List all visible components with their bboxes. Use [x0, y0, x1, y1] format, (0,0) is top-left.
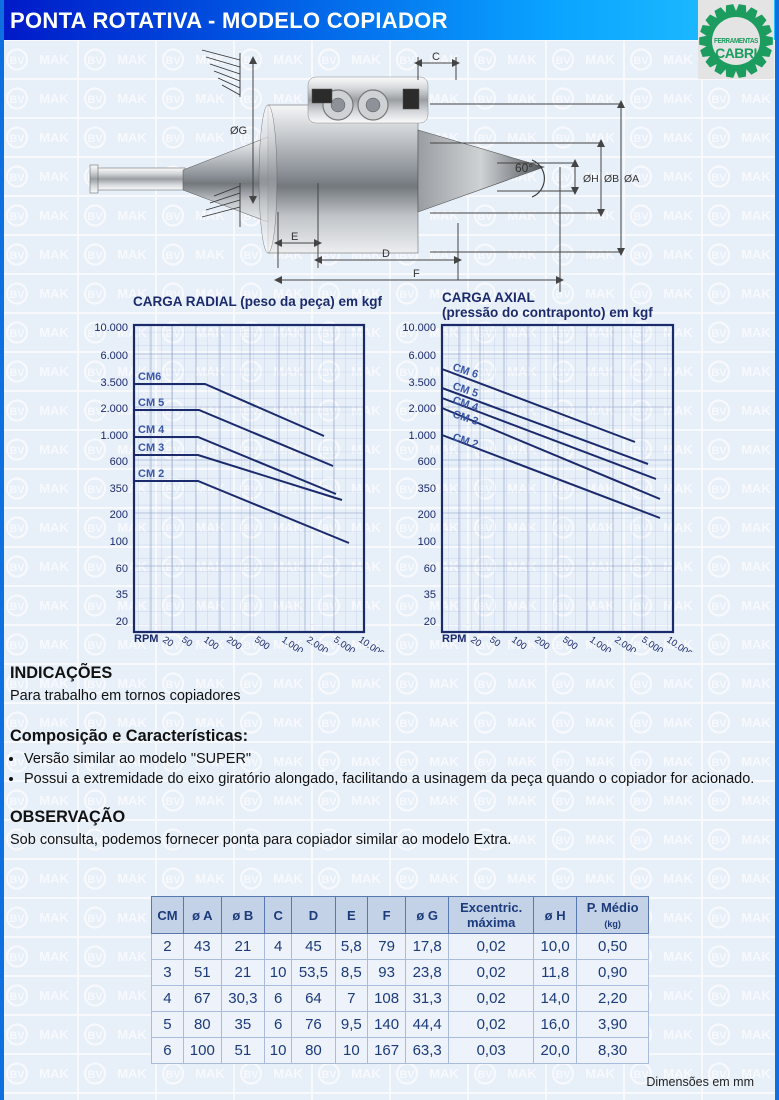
svg-text:60: 60: [424, 563, 436, 575]
svg-text:ØB: ØB: [604, 173, 619, 185]
svg-text:100: 100: [509, 634, 528, 652]
svg-text:1.000: 1.000: [100, 430, 128, 442]
svg-text:1.000: 1.000: [408, 430, 436, 442]
svg-text:200: 200: [532, 634, 551, 652]
svg-text:350: 350: [110, 483, 128, 495]
svg-text:10.000: 10.000: [94, 322, 128, 334]
svg-text:20: 20: [160, 634, 175, 649]
svg-text:100: 100: [201, 634, 220, 652]
svg-text:CM 5: CM 5: [138, 397, 164, 409]
svg-text:35: 35: [116, 589, 128, 601]
svg-text:20: 20: [468, 634, 483, 649]
svg-text:CM 3: CM 3: [138, 442, 164, 454]
svg-text:CM6: CM6: [138, 371, 161, 383]
svg-text:C: C: [432, 51, 440, 63]
svg-text:5.000: 5.000: [331, 634, 357, 652]
svg-text:100: 100: [110, 536, 128, 548]
svg-text:E: E: [291, 231, 298, 243]
svg-text:F: F: [413, 268, 420, 280]
svg-text:D: D: [382, 248, 390, 260]
svg-text:600: 600: [418, 456, 436, 468]
svg-text:200: 200: [418, 509, 436, 521]
svg-text:1.000: 1.000: [587, 634, 613, 652]
svg-text:CM 2: CM 2: [138, 468, 164, 480]
svg-text:6.000: 6.000: [408, 350, 436, 362]
svg-text:500: 500: [252, 634, 271, 652]
svg-text:3.500: 3.500: [100, 377, 128, 389]
svg-text:(pressão do contraponto) em kg: (pressão do contraponto) em kgf: [442, 305, 653, 320]
svg-text:RPM: RPM: [134, 633, 158, 645]
svg-text:50: 50: [487, 634, 502, 649]
svg-text:20: 20: [424, 616, 436, 628]
svg-text:2.000: 2.000: [100, 403, 128, 415]
svg-text:ØA: ØA: [624, 173, 639, 185]
svg-text:2.000: 2.000: [612, 634, 638, 652]
svg-text:5.000: 5.000: [639, 634, 665, 652]
svg-text:200: 200: [224, 634, 243, 652]
svg-text:RPM: RPM: [442, 633, 466, 645]
svg-text:100: 100: [418, 536, 436, 548]
svg-text:6.000: 6.000: [100, 350, 128, 362]
svg-text:3.500: 3.500: [408, 377, 436, 389]
svg-text:2.000: 2.000: [304, 634, 330, 652]
svg-text:10.000: 10.000: [664, 634, 694, 652]
svg-text:20: 20: [116, 616, 128, 628]
svg-text:10.000: 10.000: [402, 322, 436, 334]
svg-text:CM 4: CM 4: [138, 424, 165, 436]
svg-text:200: 200: [110, 509, 128, 521]
svg-text:10.000: 10.000: [356, 634, 386, 652]
svg-text:ØH: ØH: [583, 173, 599, 185]
svg-text:50: 50: [179, 634, 194, 649]
svg-text:CABRI: CABRI: [715, 45, 757, 61]
svg-text:35: 35: [424, 589, 436, 601]
svg-text:1.000: 1.000: [279, 634, 305, 652]
svg-text:350: 350: [418, 483, 436, 495]
svg-text:ØG: ØG: [230, 125, 247, 137]
svg-text:600: 600: [110, 456, 128, 468]
svg-text:FERRAMENTAS: FERRAMENTAS: [714, 38, 759, 45]
svg-text:500: 500: [560, 634, 579, 652]
svg-text:2.000: 2.000: [408, 403, 436, 415]
svg-text:60: 60: [116, 563, 128, 575]
